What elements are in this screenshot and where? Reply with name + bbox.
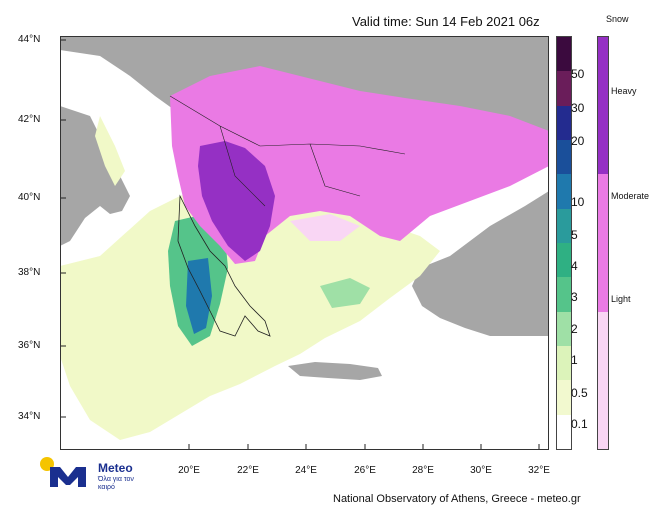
precip-label: 0.1 <box>571 417 588 431</box>
precip-color-segment <box>557 208 571 243</box>
precip-label: 4 <box>571 259 578 273</box>
lon-label-30: 30°E <box>470 465 492 476</box>
lat-label-34: 34°N <box>18 411 41 422</box>
precip-color-segment <box>557 311 571 346</box>
lon-label-32: 32°E <box>528 465 550 476</box>
lon-label-22: 22°E <box>237 465 259 476</box>
precip-label: 2 <box>571 322 578 336</box>
precip-label: 0.5 <box>571 386 588 400</box>
lon-label-24: 24°E <box>295 465 317 476</box>
land-italy <box>60 106 130 246</box>
precip-color-segment <box>557 139 571 175</box>
credit-footer: National Observatory of Athens, Greece -… <box>333 493 581 505</box>
snow-color-segment <box>598 174 608 312</box>
precip-label: 50 <box>571 67 585 81</box>
snow-label-light: Light <box>611 294 631 304</box>
land-crete <box>288 362 382 380</box>
snow-colorbar <box>597 36 609 450</box>
snow-label-moderate: Moderate <box>611 191 650 201</box>
map-border <box>60 36 549 450</box>
lat-label-38: 38°N <box>18 267 41 278</box>
lon-label-20: 20°E <box>178 465 200 476</box>
forecast-map <box>60 36 549 450</box>
precip-moderate-aegean <box>320 278 370 308</box>
meteo-logo <box>40 457 86 487</box>
valid-time-title: Valid time: Sun 14 Feb 2021 06z <box>352 14 540 29</box>
lat-label-40: 40°N <box>18 192 41 203</box>
precip-light-area <box>60 186 440 440</box>
precip-color-segment <box>557 37 571 72</box>
lat-label-44: 44°N <box>18 34 41 45</box>
snow-label-heavy: Heavy <box>611 86 637 96</box>
snow-color-segment <box>598 311 608 449</box>
precip-color-segment <box>557 414 571 449</box>
greece-coastline <box>177 194 271 337</box>
land-turkey <box>412 191 549 336</box>
precip-label: 5 <box>571 228 578 242</box>
lon-label-28: 28°E <box>412 465 434 476</box>
precip-label: 10 <box>571 195 585 209</box>
precip-label: 20 <box>571 134 585 148</box>
precip-light-italy <box>95 116 125 186</box>
precip-label: 30 <box>571 101 585 115</box>
precip-color-segment <box>557 71 571 106</box>
logo-subtitle: Όλα για τον καιρό <box>98 476 134 491</box>
precip-color-segment <box>557 345 571 381</box>
snow-legend-title: Snow <box>606 14 629 24</box>
precip-color-segment <box>557 174 571 209</box>
map-canvas <box>60 36 549 450</box>
border-lines <box>169 95 406 207</box>
snow-light-area <box>290 214 360 241</box>
lon-label-26: 26°E <box>354 465 376 476</box>
precip-label: 1 <box>571 353 578 367</box>
logo-mark-icon <box>50 467 86 487</box>
precip-label: 3 <box>571 290 578 304</box>
precip-color-segment <box>557 242 571 278</box>
snow-heavy-area <box>198 141 275 261</box>
precip-colorbar <box>556 36 572 450</box>
lat-label-36: 36°N <box>18 340 41 351</box>
logo-name: Meteo <box>98 461 133 475</box>
precip-color-segment <box>557 380 571 415</box>
precip-color-segment <box>557 277 571 312</box>
snow-color-segment <box>598 37 608 175</box>
precip-color-segment <box>557 105 571 140</box>
lat-label-42: 42°N <box>18 114 41 125</box>
